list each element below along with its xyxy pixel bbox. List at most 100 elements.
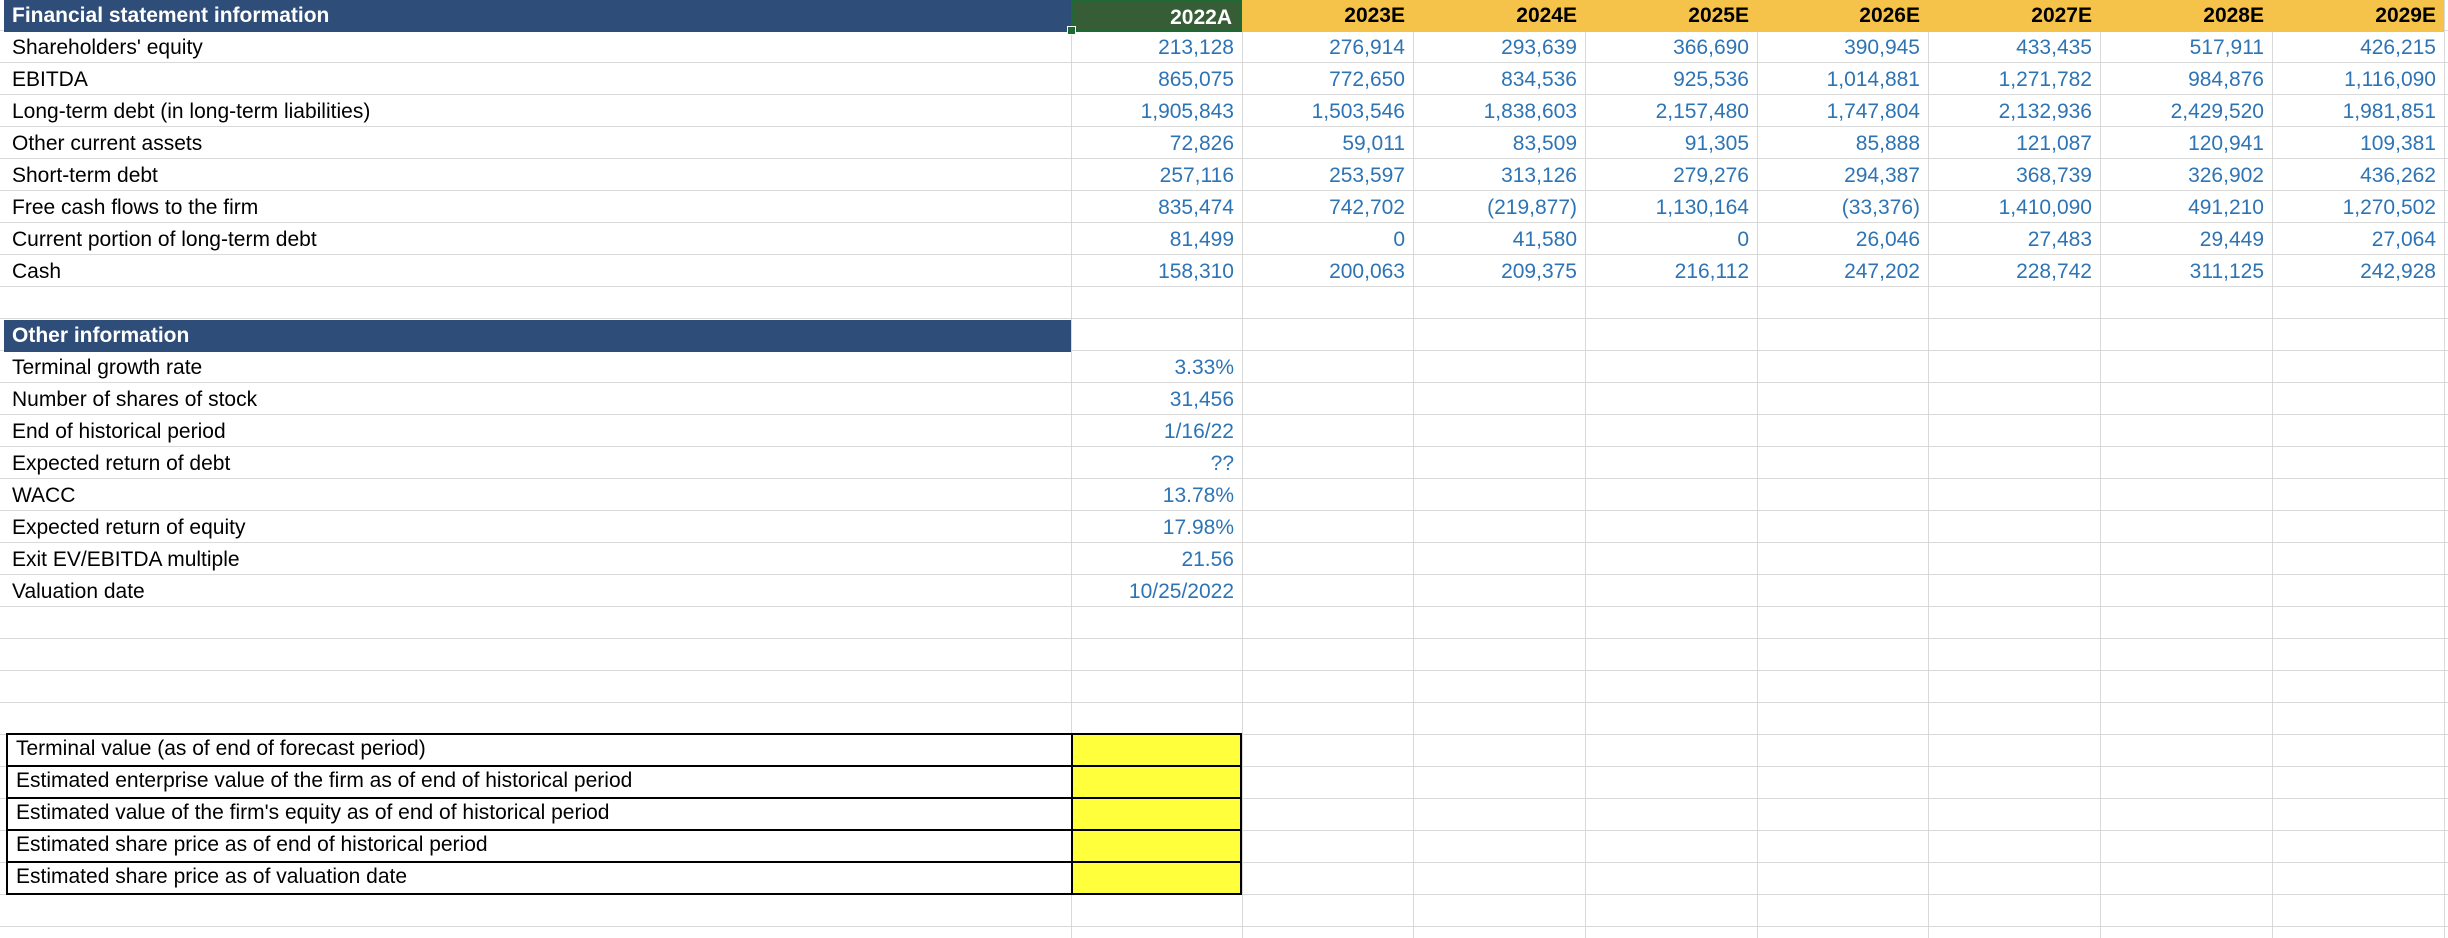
value-cell-other-current-assets-2028e[interactable]: 120,941: [2188, 132, 2264, 155]
other-information-header[interactable]: Other information: [4, 320, 1071, 352]
value-cell-cash-2028e[interactable]: 311,125: [2189, 260, 2264, 283]
value-cell-terminal-growth-rate[interactable]: 3.33%: [1174, 356, 1234, 379]
output-label-estimated-enterprise-value-of-the-firm-as-of-end-of-historical-period[interactable]: Estimated enterprise value of the firm a…: [6, 765, 1073, 799]
value-cell-current-portion-of-long-term-debt-2027e[interactable]: 27,483: [2027, 228, 2092, 251]
year-header-2029e[interactable]: 2029E: [2272, 0, 2444, 32]
value-cell-other-current-assets-2024e[interactable]: 83,509: [1512, 132, 1577, 155]
value-cell-free-cash-flows-to-the-firm-2023e[interactable]: 742,702: [1329, 196, 1405, 219]
value-cell-current-portion-of-long-term-debt-2028e[interactable]: 29,449: [2199, 228, 2264, 251]
output-value-cell-estimated-share-price-as-of-end-of-historical-period[interactable]: [1071, 829, 1242, 863]
output-value-cell-estimated-enterprise-value-of-the-firm-as-of-end-of-historical-period[interactable]: [1071, 765, 1242, 799]
year-header-2025e[interactable]: 2025E: [1585, 0, 1757, 32]
value-cell-free-cash-flows-to-the-firm-2024e[interactable]: (219,877): [1487, 196, 1577, 219]
value-cell-free-cash-flows-to-the-firm-2026e[interactable]: (33,376): [1841, 196, 1920, 219]
value-cell-long-term-debt-in-long-term-liabilities-2028e[interactable]: 2,429,520: [2170, 100, 2264, 123]
output-value-cell-estimated-value-of-the-firm-s-equity-as-of-end-of-historical-period[interactable]: [1071, 797, 1242, 831]
value-cell-short-term-debt-2028e[interactable]: 326,902: [2188, 164, 2264, 187]
value-cell-free-cash-flows-to-the-firm-2029e[interactable]: 1,270,502: [2342, 196, 2436, 219]
value-cell-other-current-assets-2023e[interactable]: 59,011: [1342, 132, 1405, 155]
value-cell-current-portion-of-long-term-debt-2026e[interactable]: 26,046: [1855, 228, 1920, 251]
value-cell-other-current-assets-2029e[interactable]: 109,381: [2360, 132, 2436, 155]
value-cell-short-term-debt-2023e[interactable]: 253,597: [1329, 164, 1405, 187]
value-cell-other-current-assets-2027e[interactable]: 121,087: [2016, 132, 2092, 155]
value-cell-free-cash-flows-to-the-firm-2028e[interactable]: 491,210: [2188, 196, 2264, 219]
row-label-valuation-date[interactable]: Valuation date: [12, 580, 145, 603]
value-cell-wacc[interactable]: 13.78%: [1162, 484, 1234, 507]
value-cell-free-cash-flows-to-the-firm-2025e[interactable]: 1,130,164: [1655, 196, 1749, 219]
value-cell-end-of-historical-period[interactable]: 1/16/22: [1163, 420, 1234, 443]
output-label-estimated-share-price-as-of-valuation-date[interactable]: Estimated share price as of valuation da…: [6, 861, 1073, 895]
value-cell-long-term-debt-in-long-term-liabilities-2024e[interactable]: 1,838,603: [1483, 100, 1577, 123]
financial-statement-header[interactable]: Financial statement information: [4, 0, 1071, 32]
value-cell-ebitda-2029e[interactable]: 1,116,090: [2344, 68, 2436, 91]
value-cell-shareholders-equity-2022a[interactable]: 213,128: [1158, 36, 1234, 59]
row-label-ebitda[interactable]: EBITDA: [12, 68, 88, 91]
value-cell-current-portion-of-long-term-debt-2023e[interactable]: 0: [1393, 228, 1405, 251]
value-cell-expected-return-of-equity[interactable]: 17.98%: [1162, 516, 1234, 539]
value-cell-ebitda-2025e[interactable]: 925,536: [1673, 68, 1749, 91]
value-cell-long-term-debt-in-long-term-liabilities-2029e[interactable]: 1,981,851: [2342, 100, 2436, 123]
output-value-cell-terminal-value-as-of-end-of-forecast-period[interactable]: [1071, 733, 1242, 767]
output-label-estimated-share-price-as-of-end-of-historical-period[interactable]: Estimated share price as of end of histo…: [6, 829, 1073, 863]
value-cell-valuation-date[interactable]: 10/25/2022: [1128, 580, 1234, 603]
value-cell-cash-2024e[interactable]: 209,375: [1501, 260, 1577, 283]
value-cell-shareholders-equity-2027e[interactable]: 433,435: [2016, 36, 2092, 59]
value-cell-other-current-assets-2022a[interactable]: 72,826: [1169, 132, 1234, 155]
output-value-cell-estimated-share-price-as-of-valuation-date[interactable]: [1071, 861, 1242, 895]
value-cell-shareholders-equity-2023e[interactable]: 276,914: [1329, 36, 1405, 59]
value-cell-long-term-debt-in-long-term-liabilities-2026e[interactable]: 1,747,804: [1826, 100, 1920, 123]
year-header-2027e[interactable]: 2027E: [1928, 0, 2100, 32]
year-header-2022a[interactable]: 2022A: [1071, 0, 1242, 32]
value-cell-exit-ev-ebitda-multiple[interactable]: 21.56: [1181, 548, 1234, 571]
value-cell-ebitda-2024e[interactable]: 834,536: [1501, 68, 1577, 91]
value-cell-shareholders-equity-2029e[interactable]: 426,215: [2360, 36, 2436, 59]
value-cell-ebitda-2022a[interactable]: 865,075: [1158, 68, 1234, 91]
value-cell-free-cash-flows-to-the-firm-2022a[interactable]: 835,474: [1158, 196, 1234, 219]
value-cell-ebitda-2026e[interactable]: 1,014,881: [1826, 68, 1920, 91]
row-label-end-of-historical-period[interactable]: End of historical period: [12, 420, 226, 443]
value-cell-shareholders-equity-2024e[interactable]: 293,639: [1501, 36, 1577, 59]
value-cell-long-term-debt-in-long-term-liabilities-2022a[interactable]: 1,905,843: [1140, 100, 1234, 123]
value-cell-ebitda-2028e[interactable]: 984,876: [2188, 68, 2264, 91]
output-label-estimated-value-of-the-firm-s-equity-as-of-end-of-historical-period[interactable]: Estimated value of the firm's equity as …: [6, 797, 1073, 831]
fill-handle[interactable]: [1067, 26, 1076, 35]
value-cell-cash-2022a[interactable]: 158,310: [1158, 260, 1234, 283]
value-cell-other-current-assets-2025e[interactable]: 91,305: [1684, 132, 1749, 155]
value-cell-other-current-assets-2026e[interactable]: 85,888: [1855, 132, 1920, 155]
value-cell-shareholders-equity-2028e[interactable]: 517,911: [2189, 36, 2264, 59]
value-cell-cash-2025e[interactable]: 216,112: [1674, 260, 1749, 283]
value-cell-long-term-debt-in-long-term-liabilities-2027e[interactable]: 2,132,936: [1998, 100, 2092, 123]
row-label-cash[interactable]: Cash: [12, 260, 62, 283]
value-cell-long-term-debt-in-long-term-liabilities-2023e[interactable]: 1,503,546: [1311, 100, 1405, 123]
value-cell-current-portion-of-long-term-debt-2029e[interactable]: 27,064: [2371, 228, 2436, 251]
value-cell-ebitda-2023e[interactable]: 772,650: [1329, 68, 1405, 91]
value-cell-cash-2027e[interactable]: 228,742: [2016, 260, 2092, 283]
row-label-terminal-growth-rate[interactable]: Terminal growth rate: [12, 356, 203, 379]
value-cell-current-portion-of-long-term-debt-2025e[interactable]: 0: [1737, 228, 1749, 251]
value-cell-shareholders-equity-2025e[interactable]: 366,690: [1673, 36, 1749, 59]
row-label-long-term-debt-in-long-term-liabilities[interactable]: Long-term debt (in long-term liabilities…: [12, 100, 371, 123]
row-label-other-current-assets[interactable]: Other current assets: [12, 132, 203, 155]
value-cell-free-cash-flows-to-the-firm-2027e[interactable]: 1,410,090: [1998, 196, 2092, 219]
row-label-number-of-shares-of-stock[interactable]: Number of shares of stock: [12, 388, 258, 411]
value-cell-cash-2026e[interactable]: 247,202: [1844, 260, 1920, 283]
value-cell-expected-return-of-debt[interactable]: ??: [1210, 452, 1234, 475]
value-cell-cash-2029e[interactable]: 242,928: [2360, 260, 2436, 283]
row-label-shareholders-equity[interactable]: Shareholders' equity: [12, 36, 203, 59]
output-label-terminal-value-as-of-end-of-forecast-period[interactable]: Terminal value (as of end of forecast pe…: [6, 733, 1073, 767]
year-header-2028e[interactable]: 2028E: [2100, 0, 2272, 32]
row-label-current-portion-of-long-term-debt[interactable]: Current portion of long-term debt: [12, 228, 317, 251]
value-cell-ebitda-2027e[interactable]: 1,271,782: [1998, 68, 2092, 91]
value-cell-shareholders-equity-2026e[interactable]: 390,945: [1844, 36, 1920, 59]
year-header-2026e[interactable]: 2026E: [1757, 0, 1928, 32]
value-cell-current-portion-of-long-term-debt-2022a[interactable]: 81,499: [1169, 228, 1234, 251]
value-cell-cash-2023e[interactable]: 200,063: [1329, 260, 1405, 283]
value-cell-short-term-debt-2025e[interactable]: 279,276: [1673, 164, 1749, 187]
value-cell-short-term-debt-2022a[interactable]: 257,116: [1159, 164, 1234, 187]
row-label-exit-ev-ebitda-multiple[interactable]: Exit EV/EBITDA multiple: [12, 548, 240, 571]
value-cell-number-of-shares-of-stock[interactable]: 31,456: [1169, 388, 1234, 411]
value-cell-short-term-debt-2026e[interactable]: 294,387: [1844, 164, 1920, 187]
row-label-free-cash-flows-to-the-firm[interactable]: Free cash flows to the firm: [12, 196, 259, 219]
row-label-short-term-debt[interactable]: Short-term debt: [12, 164, 158, 187]
